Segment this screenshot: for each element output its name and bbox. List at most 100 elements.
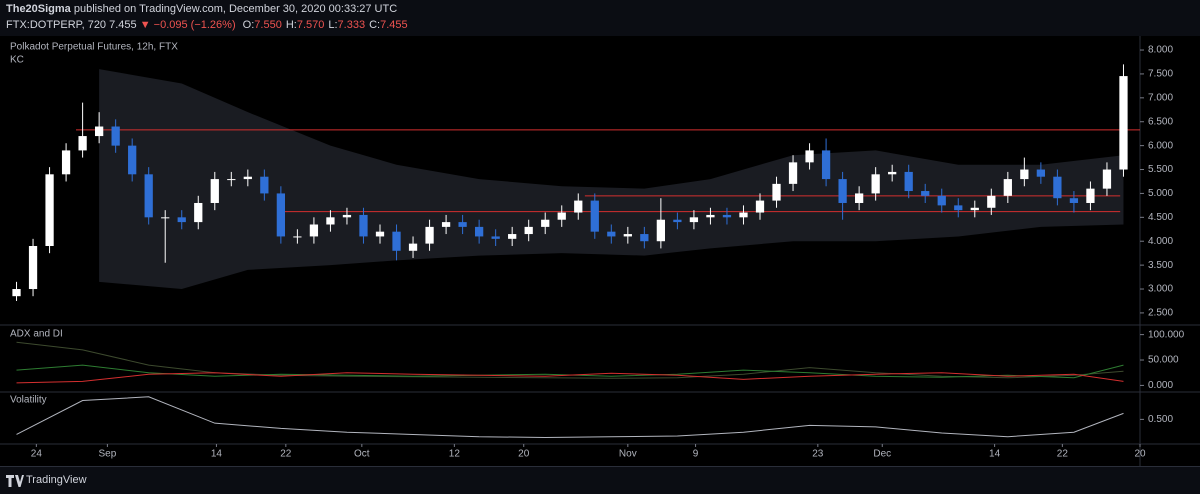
candle-body (260, 176, 269, 194)
ohlc-value: 7.455 (380, 19, 408, 31)
x-tick-label: 14 (211, 449, 223, 460)
candle-body (590, 200, 599, 232)
y-tick-label: 6.000 (1148, 140, 1173, 151)
candle-body (425, 226, 434, 244)
candle-body (788, 162, 798, 184)
candle-body (144, 174, 153, 218)
candle-body (293, 236, 302, 238)
candle-body (1119, 76, 1128, 170)
candle-body (1036, 169, 1045, 177)
candle-body (508, 234, 517, 239)
candle-body (227, 179, 236, 181)
candle-body (640, 234, 649, 242)
indicator-line (16, 372, 1124, 384)
ohlc-label: H: (285, 19, 297, 31)
x-tick-label: 22 (1057, 449, 1069, 460)
pane-title: ADX and DI (10, 329, 63, 340)
candle-body (987, 195, 996, 208)
candle-body (408, 243, 418, 251)
candle-body (1020, 169, 1029, 180)
x-tick-label: Sep (98, 449, 116, 460)
keltner-channel (99, 69, 1124, 290)
ohlc-label: L: (328, 19, 338, 31)
candle-body (772, 183, 781, 201)
x-tick-label: Oct (354, 449, 370, 460)
candle-body (61, 150, 71, 175)
ohlc-value: 7.550 (254, 19, 282, 31)
ohlc-label: C: (369, 19, 381, 31)
y-tick-label: 7.000 (1148, 92, 1173, 103)
candle-body (871, 174, 880, 194)
brand: TradingView (26, 474, 87, 486)
y-tick-label: 7.500 (1148, 69, 1173, 80)
chart: Polkadot Perpetual Futures, 12h, FTX 2.50… (0, 36, 1200, 466)
candle-body (491, 236, 500, 239)
candle-body (1086, 188, 1095, 203)
candle-body (1053, 176, 1062, 199)
x-tick-label: 23 (812, 449, 824, 460)
candle-body (243, 176, 252, 180)
candle-body (1069, 198, 1079, 203)
y-tick-label: 3.000 (1148, 284, 1173, 295)
indicator-label: KC (10, 55, 24, 66)
candle-body (210, 179, 219, 203)
candle-body (937, 195, 946, 206)
y-tick-label: 5.000 (1148, 188, 1173, 199)
candle-body (359, 214, 368, 237)
symbol: FTX:DOTPERP, 720 (6, 19, 107, 31)
candle-body (441, 222, 451, 227)
candle-body (970, 207, 979, 211)
change: ▼ −0.095 (−1.26%) (139, 19, 236, 31)
candle-body (326, 217, 335, 225)
candle-body (309, 224, 319, 237)
candle-body (128, 145, 137, 175)
pane-title: Volatility (10, 395, 47, 406)
candle-body (375, 231, 385, 237)
candle-body (739, 212, 748, 218)
candle-body (45, 174, 54, 247)
candle-body (541, 219, 550, 227)
x-tick-label: 20 (518, 449, 530, 460)
publish-line: The20Sigma published on TradingView.com,… (6, 3, 397, 15)
candle-body (673, 219, 682, 223)
x-tick-label: 20 (1134, 449, 1146, 460)
pane-title: Polkadot Perpetual Futures, 12h, FTX (10, 42, 178, 53)
y-tick-label: 3.500 (1148, 260, 1173, 271)
candle-body (557, 212, 566, 220)
indicator-line (16, 396, 1124, 438)
y-tick-label: 2.500 (1148, 308, 1173, 319)
candle-body (755, 200, 765, 213)
candle-body (607, 231, 616, 237)
candle-body (855, 193, 864, 203)
y-tick-label: 0.500 (1148, 414, 1173, 425)
candle-body (904, 171, 913, 192)
y-tick-label: 100.000 (1148, 329, 1185, 340)
quote-line: FTX:DOTPERP, 720 7.455 ▼ −0.095 (−1.26%)… (6, 19, 408, 31)
footer: TradingView (0, 466, 1200, 494)
candle-body (1003, 179, 1012, 196)
y-tick-label: 0.000 (1148, 380, 1173, 391)
x-tick-label: 14 (989, 449, 1001, 460)
ohlc-value: 7.333 (337, 19, 366, 31)
candle-body (1102, 169, 1112, 189)
candle-body (28, 246, 38, 290)
candle-body (656, 219, 665, 242)
x-tick-label: Dec (873, 449, 891, 460)
indicator-line (16, 364, 1124, 379)
candle-body (623, 234, 632, 237)
ohlc: O:7.550 H:7.570 L:7.333 C:7.455 (239, 19, 408, 31)
ohlc-label: O: (242, 19, 255, 31)
x-tick-label: 9 (693, 449, 699, 460)
y-tick-label: 5.500 (1148, 164, 1173, 175)
candle-body (342, 214, 352, 218)
x-tick-label: 24 (31, 449, 43, 460)
y-tick-label: 4.000 (1148, 236, 1173, 247)
candle-body (111, 126, 120, 146)
y-tick-label: 50.000 (1148, 355, 1179, 366)
candle-body (458, 222, 467, 227)
candle-body (95, 126, 104, 137)
x-tick-label: Nov (619, 449, 637, 460)
candle-body (722, 214, 732, 218)
candle-body (475, 226, 484, 237)
